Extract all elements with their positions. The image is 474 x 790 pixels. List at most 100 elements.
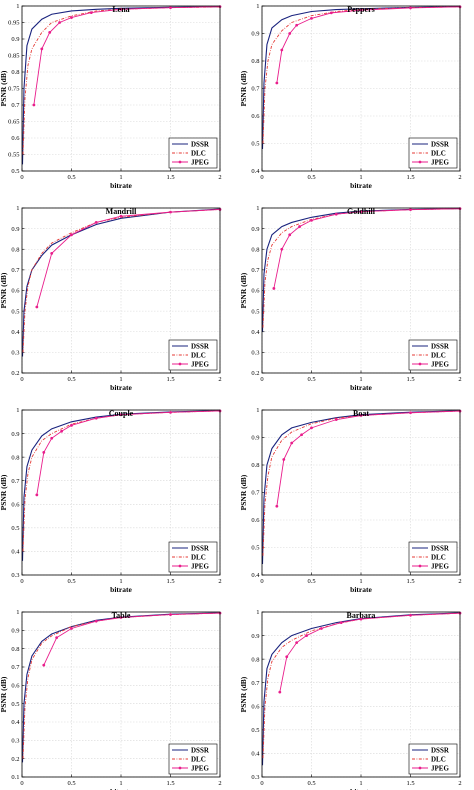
panel-table: 0.1 0.2 0.3 0.4 0.5 0.6 0.7 0.8 0.9 1 0 0.5 1 1.5 2 Tab… xyxy=(0,609,222,790)
legend-label-dlc: DLC xyxy=(431,755,446,763)
chart-title: Table xyxy=(112,611,131,620)
series-line-dlc xyxy=(22,410,220,552)
y-tick-label: 1 xyxy=(16,609,19,616)
x-axis-label: bitrate xyxy=(110,787,132,790)
legend-label-jpeg: JPEG xyxy=(431,158,449,166)
jpeg-point xyxy=(169,210,172,214)
series-line-dssr xyxy=(22,6,220,165)
legend-label-dssr: DSSR xyxy=(191,746,210,754)
series-line-dssr xyxy=(262,410,460,565)
legend-label-dssr: DSSR xyxy=(191,544,210,552)
legend-label-dlc: DLC xyxy=(431,553,446,561)
legend-label-dlc: DLC xyxy=(191,351,206,359)
y-tick-label: 0.8 xyxy=(11,454,19,461)
series-line-dlc xyxy=(22,208,220,353)
y-tick-label: 1 xyxy=(16,3,19,10)
legend-label-dssr: DSSR xyxy=(431,140,450,148)
jpeg-point xyxy=(119,413,123,417)
jpeg-point xyxy=(169,6,172,10)
y-tick-label: 0.7 xyxy=(251,680,260,687)
y-tick-label: 0.7 xyxy=(11,664,20,671)
jpeg-point xyxy=(334,418,338,422)
x-tick-label: 0.5 xyxy=(67,780,75,787)
panel-peppers: 0.4 0.5 0.6 0.7 0.8 0.9 1 0 0.5 1 1.5 2 Peppers bitra… xyxy=(239,3,462,190)
axes-frame xyxy=(261,611,461,778)
x-tick-label: 0 xyxy=(20,174,23,181)
legend-label-jpeg: JPEG xyxy=(191,158,209,166)
y-tick-label: 1 xyxy=(256,609,259,616)
x-tick-label: 0 xyxy=(260,174,263,181)
jpeg-point xyxy=(298,225,302,228)
x-axis-label: bitrate xyxy=(350,181,372,190)
legend-label-dlc: DLC xyxy=(191,553,206,561)
jpeg-point xyxy=(119,214,123,218)
y-axis-label: PSNR (dB) xyxy=(239,676,248,712)
axes-frame xyxy=(261,5,461,172)
series-line-dssr xyxy=(262,6,460,150)
x-tick-label: 0 xyxy=(20,780,23,787)
y-tick-label: 0.2 xyxy=(11,370,19,377)
axes-frame xyxy=(21,611,221,778)
x-tick-label: 0.5 xyxy=(307,578,315,585)
x-tick-label: 1.5 xyxy=(166,376,174,383)
x-axis-label: bitrate xyxy=(110,585,132,594)
x-tick-label: 1.5 xyxy=(406,780,414,787)
panel-mandrill: 0.2 0.3 0.4 0.5 0.6 0.7 0.8 0.9 1 0 0.5 1 1.5 2 Mandri… xyxy=(0,205,222,392)
y-tick-label: 0.3 xyxy=(251,350,259,357)
jpeg-point xyxy=(50,436,54,440)
x-tick-label: 0.5 xyxy=(67,578,75,585)
jpeg-point xyxy=(60,429,63,433)
jpeg-point xyxy=(295,23,299,27)
y-tick-label: 0.9 xyxy=(251,633,259,640)
jpeg-point xyxy=(359,210,363,214)
y-tick-label: 1 xyxy=(16,407,19,414)
legend-label-dssr: DSSR xyxy=(431,746,450,754)
y-tick-label: 1 xyxy=(16,205,19,212)
legend-marker-jpeg xyxy=(178,564,182,568)
jpeg-point xyxy=(94,619,98,623)
y-axis-label: PSNR (dB) xyxy=(0,474,8,510)
jpeg-point xyxy=(94,221,98,224)
y-tick-label: 0.9 xyxy=(251,435,259,442)
y-axis-label: PSNR (dB) xyxy=(239,474,248,510)
axes-frame xyxy=(261,409,461,576)
y-tick-label: 0.3 xyxy=(11,350,19,357)
x-tick-label: 1 xyxy=(119,780,122,787)
jpeg-point xyxy=(288,32,292,35)
series-line-dssr xyxy=(22,208,220,357)
legend-marker-jpeg xyxy=(418,564,422,568)
legend-marker-jpeg xyxy=(418,160,422,164)
series-line-dssr xyxy=(262,612,460,766)
axes-frame xyxy=(21,5,221,172)
x-tick-label: 1 xyxy=(359,174,362,181)
x-tick-label: 1 xyxy=(119,578,122,585)
x-axis-label: bitrate xyxy=(350,585,372,594)
jpeg-point xyxy=(359,8,363,12)
jpeg-point xyxy=(300,433,303,437)
panel-goldhill: 0.2 0.3 0.4 0.5 0.6 0.7 0.8 0.9 1 0 0.5 1 1.5 2 Goldhi… xyxy=(239,205,462,392)
x-tick-label: 2 xyxy=(458,578,461,585)
x-tick-label: 1.5 xyxy=(166,578,174,585)
y-tick-label: 0.8 xyxy=(251,656,259,663)
jpeg-point xyxy=(70,233,73,237)
legend-marker-jpeg xyxy=(178,160,182,164)
y-tick-label: 0.8 xyxy=(11,646,19,653)
y-tick-label: 1 xyxy=(256,407,259,414)
jpeg-point xyxy=(310,16,313,20)
y-tick-label: 0.9 xyxy=(251,31,259,38)
y-tick-label: 0.8 xyxy=(251,58,259,65)
y-tick-label: 0.8 xyxy=(251,246,259,253)
legend-label-dssr: DSSR xyxy=(191,342,210,350)
y-tick-label: 0.4 xyxy=(251,572,260,579)
y-tick-label: 0.5 xyxy=(11,168,19,175)
axes-frame xyxy=(21,409,221,576)
legend-label-jpeg: JPEG xyxy=(191,360,209,368)
jpeg-point xyxy=(275,504,279,508)
y-tick-label: 0.85 xyxy=(8,53,19,60)
x-tick-label: 1 xyxy=(359,578,362,585)
series-line-dssr xyxy=(262,208,460,332)
jpeg-point xyxy=(359,617,363,621)
